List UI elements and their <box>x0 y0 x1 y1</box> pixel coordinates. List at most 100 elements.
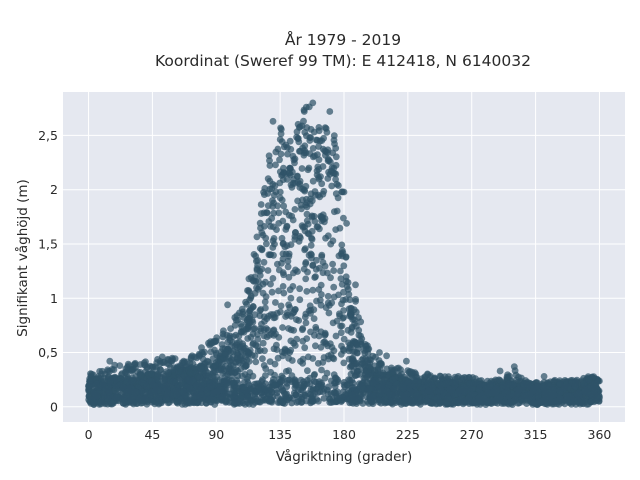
data-point <box>340 214 347 222</box>
data-point <box>279 217 287 225</box>
data-point <box>503 373 511 381</box>
data-point <box>277 150 285 158</box>
data-point <box>330 379 338 387</box>
data-point <box>104 395 111 403</box>
data-point <box>278 234 286 242</box>
data-point <box>278 348 286 356</box>
data-point <box>286 286 294 294</box>
data-point <box>315 191 322 199</box>
data-point <box>256 307 264 314</box>
data-point <box>356 371 364 378</box>
data-point <box>299 196 306 204</box>
data-point <box>175 368 183 375</box>
data-point <box>141 395 149 403</box>
data-point <box>148 398 156 406</box>
x-tick-label: 0 <box>85 427 93 442</box>
data-point <box>283 242 291 250</box>
data-point <box>128 367 136 375</box>
data-point <box>313 171 321 179</box>
data-point <box>309 177 317 185</box>
data-point <box>87 370 94 378</box>
data-point <box>319 163 327 170</box>
data-point <box>302 319 310 327</box>
x-tick-label: 45 <box>144 427 160 442</box>
data-points <box>85 99 603 408</box>
data-point <box>337 267 344 275</box>
data-point <box>587 398 595 406</box>
data-point <box>299 355 307 363</box>
data-point <box>352 281 359 289</box>
data-point <box>512 371 520 379</box>
data-point <box>308 197 316 205</box>
data-point <box>301 392 309 399</box>
data-point <box>178 359 186 366</box>
data-point <box>352 308 360 316</box>
data-point <box>330 283 338 291</box>
data-point <box>408 368 416 376</box>
data-point <box>576 398 583 406</box>
data-point <box>318 366 325 374</box>
data-point <box>197 365 205 372</box>
data-point <box>304 353 312 361</box>
data-point <box>258 320 265 328</box>
data-point <box>240 383 248 391</box>
data-point <box>455 387 463 394</box>
data-point <box>321 124 329 131</box>
data-point <box>285 376 293 384</box>
data-point <box>336 310 343 318</box>
data-point <box>468 385 476 392</box>
data-point <box>340 359 348 367</box>
data-point <box>338 241 346 249</box>
data-point <box>310 306 318 314</box>
data-point <box>359 379 367 387</box>
x-tick-label: 225 <box>396 427 420 442</box>
data-point <box>264 390 271 397</box>
data-point <box>327 240 335 248</box>
data-point <box>482 385 489 392</box>
data-point <box>312 342 319 350</box>
data-point <box>104 367 112 375</box>
data-point <box>440 389 448 397</box>
y-tick-label: 0,5 <box>38 345 58 360</box>
data-point <box>564 383 572 391</box>
data-point <box>260 209 268 217</box>
data-point <box>342 273 350 281</box>
data-point <box>253 257 260 265</box>
data-point <box>255 278 262 285</box>
data-point <box>505 392 513 400</box>
data-point <box>345 305 353 313</box>
data-point <box>376 391 383 398</box>
data-point <box>164 369 172 377</box>
data-point <box>302 275 310 283</box>
data-point <box>285 211 293 219</box>
data-point <box>339 249 347 256</box>
data-point <box>254 335 262 343</box>
y-axis-ticks: 0 0,5 1 1,5 2 2,5 <box>38 128 58 414</box>
data-point <box>385 381 393 389</box>
data-point <box>476 385 483 393</box>
data-point <box>318 180 326 188</box>
data-point <box>316 296 324 304</box>
data-point <box>219 333 227 341</box>
data-point <box>510 363 518 370</box>
y-axis-label: Signifikant våghöjd (m) <box>14 179 31 337</box>
data-point <box>262 234 270 242</box>
data-point <box>180 387 187 395</box>
data-point <box>587 383 595 391</box>
data-point <box>366 363 374 371</box>
data-point <box>282 391 289 399</box>
data-point <box>307 125 315 133</box>
data-point <box>515 399 523 407</box>
data-point <box>328 182 336 190</box>
y-tick-label: 2 <box>50 182 58 197</box>
data-point <box>315 332 323 340</box>
data-point <box>340 188 348 196</box>
data-point <box>226 332 234 340</box>
chart-subtitle: Koordinat (Sweref 99 TM): E 412418, N 61… <box>155 52 531 70</box>
data-point <box>350 362 357 370</box>
data-point <box>207 338 215 346</box>
data-point <box>353 349 361 357</box>
data-point <box>437 382 445 389</box>
data-point <box>448 386 456 394</box>
data-point <box>280 164 287 172</box>
